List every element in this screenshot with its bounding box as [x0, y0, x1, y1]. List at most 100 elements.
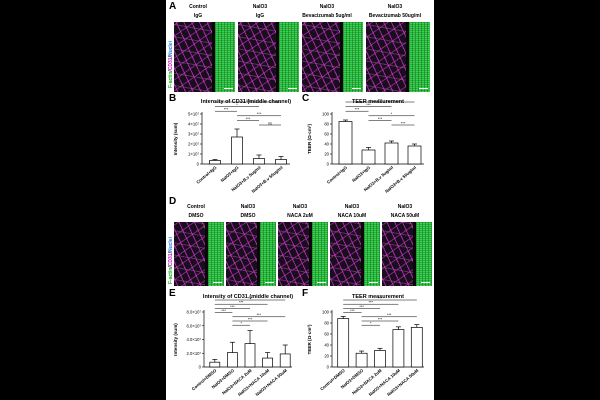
panel-label-b: B — [169, 93, 177, 104]
panel-label-d: D — [169, 196, 177, 207]
bar — [384, 142, 399, 165]
y-tick-label: 80 — [324, 321, 329, 326]
chart-b: Intensity of CD31 (middle channel)01×10⁷… — [173, 98, 291, 193]
y-tick-label: 60 — [324, 132, 329, 137]
category-label: NaIO3+NACA 10uM — [368, 368, 402, 397]
category-label: NaIO3+NACA 50uM — [386, 368, 420, 397]
y-tick-label: 0 — [197, 162, 200, 167]
y-tick-label: 0 — [327, 365, 330, 370]
y-tick-label: 8.0×10⁷ — [187, 310, 202, 315]
micrograph-naio3-bev5 — [302, 22, 363, 92]
y-tick-label: 0 — [327, 162, 330, 167]
chart-f: TEER measurement 0 20 40 60 80 100 TEER (Ω·cm²)… — [307, 294, 424, 397]
y-tick-label: 100 — [322, 112, 330, 117]
category-label: NaIO3+NACA 50uM — [254, 368, 288, 397]
y-tick-label: 40 — [324, 142, 329, 147]
row-d-header-naca10: NaIO3 NACA 10uM — [337, 204, 367, 219]
sig-label: *** — [350, 309, 355, 313]
sig-label: * — [370, 322, 372, 326]
bar — [374, 350, 386, 368]
micrograph-naio3-naca50 — [382, 222, 432, 286]
micrograph-naio3-naca10 — [330, 222, 380, 286]
sig-label: *** — [355, 108, 360, 112]
y-tick-label: 0 — [199, 365, 202, 370]
category-label: NaIO3+IgG — [351, 165, 372, 183]
sig-label: *** — [387, 313, 392, 317]
sig-label: *** — [366, 103, 371, 107]
sig-label: *** — [378, 98, 383, 102]
y-axis-label: Intensity (sum) — [173, 122, 178, 155]
sig-label: *** — [359, 305, 364, 309]
micrograph-naio3-bev50 — [366, 22, 430, 92]
sig-label: *** — [221, 309, 226, 313]
bar — [209, 361, 221, 368]
sig-label: *** — [239, 301, 244, 305]
y-tick-label: 60 — [324, 332, 329, 337]
bar — [209, 160, 221, 165]
row-d-header-control: Control DMSO — [187, 204, 205, 219]
micrograph-naio3-naca2 — [278, 222, 328, 286]
y-tick-label: 2.0×10⁷ — [187, 351, 202, 356]
bar — [279, 353, 291, 368]
y-axis-label: Intensity (sum) — [173, 323, 178, 356]
bar — [253, 158, 265, 165]
y-axis-label: TEER (Ω·cm²) — [307, 324, 312, 354]
category-label: Control+IgG — [326, 165, 349, 185]
y-tick-label: 80 — [324, 122, 329, 127]
panel-label-e: E — [169, 288, 176, 299]
y-tick-label: 4.0×10⁷ — [187, 337, 202, 342]
bar — [244, 343, 256, 368]
row-a-header-bev5: NaIO3 Bevacizumab 5ug/ml — [302, 4, 352, 19]
bar — [262, 357, 273, 368]
micrograph-naio3-igg — [238, 22, 299, 92]
sig-label: *** — [248, 296, 253, 300]
y-tick-label: 1×10⁷ — [188, 152, 199, 157]
y-tick-label: 3×10⁷ — [188, 132, 199, 137]
category-label: Control+IgG — [195, 165, 218, 185]
sig-label: *** — [378, 117, 383, 121]
sig-label: *** — [257, 313, 262, 317]
sig-label: ns — [246, 98, 250, 102]
row-d-header-naca2: NaIO3 NACA 2uM — [287, 204, 313, 219]
bar — [407, 145, 422, 165]
y-tick-label: 6.0×10⁷ — [187, 323, 202, 328]
category-label: NaIO3+IgG — [220, 165, 241, 183]
sig-label: ns — [268, 121, 272, 125]
y-tick-label: 5×10⁷ — [188, 112, 199, 117]
row-d-header-naio3-dmso: NaIO3 DMSO — [240, 204, 256, 219]
bar — [231, 136, 243, 165]
bar — [392, 329, 405, 368]
bar — [337, 318, 350, 368]
bar — [338, 121, 353, 165]
chart-title: Intensity of CD31 (middle channel) — [203, 294, 293, 300]
y-axis-label: TEER (Ω·cm²) — [307, 124, 312, 154]
sig-label: *** — [257, 112, 262, 116]
sig-label: * — [391, 112, 393, 116]
sig-label: *** — [378, 317, 383, 321]
bar — [275, 159, 287, 165]
y-tick-label: 100 — [322, 310, 330, 315]
y-tick-label: 4×10⁷ — [188, 122, 199, 127]
panel-label-a: A — [169, 1, 177, 12]
y-tick-label: 20 — [324, 152, 329, 157]
sig-label: *** — [401, 121, 406, 125]
sig-label: *** — [246, 117, 251, 121]
row-a-header-control: Control IgG — [189, 4, 207, 19]
sig-label: * — [236, 103, 238, 107]
row-a-header-bev50: NaIO3 Bevacizumab 50ug/ml — [368, 4, 422, 19]
panel-label-c: C — [302, 93, 310, 104]
bar — [410, 327, 423, 368]
sig-label: *** — [230, 305, 235, 309]
figure-page: A B C D E F Control IgG NaIO3 IgG NaIO3 Bev… — [166, 0, 434, 400]
micrograph-naio3-dmso — [226, 222, 276, 286]
sig-label: * — [240, 322, 242, 326]
row-a-header-naio3-igg: NaIO3 IgG — [252, 4, 268, 19]
bar — [361, 149, 376, 165]
bar — [227, 352, 238, 368]
sig-label: *** — [248, 317, 253, 321]
sig-label: *** — [369, 301, 374, 305]
chart-e: Intensity of CD31 (middle channel) 0 2.0×1… — [173, 294, 293, 397]
panel-label-f: F — [302, 288, 309, 299]
row-d-header-naca50: NaIO3 NACA 50uM — [390, 204, 420, 219]
micrograph-control-dmso — [174, 222, 224, 286]
